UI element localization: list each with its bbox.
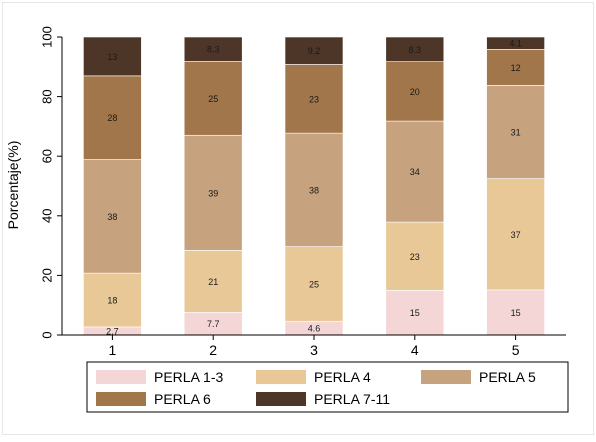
bar-segment: [83, 36, 142, 77]
legend-label: PERLA 7-11: [314, 391, 390, 407]
bar-segment: [83, 159, 142, 274]
data-labels-layer: 2.7 18 38 28 13 7.7 21 39 25 8.3 4.6 25 38 23 9.2 15 23 3…: [106, 39, 522, 337]
bar-value-label: 38: [107, 212, 117, 222]
legend-label: PERLA 4: [314, 369, 371, 385]
y-tick-label: 40: [39, 209, 54, 223]
bar-segment: [486, 289, 545, 336]
legend-swatch: [421, 370, 471, 384]
legend-label: PERLA 5: [479, 369, 536, 385]
bar-value-label: 7.7: [207, 319, 220, 329]
bar-value-label: 37: [511, 230, 521, 240]
bar-segment: [83, 272, 142, 328]
legend-swatch: [96, 392, 146, 406]
bar-value-label: 21: [208, 277, 218, 287]
bar-value-label: 28: [107, 113, 117, 123]
bar-value-label: 13: [107, 52, 117, 62]
bar-segment: [183, 134, 243, 251]
legend-swatch: [256, 392, 306, 406]
bar-value-label: 23: [410, 252, 420, 262]
bar-value-label: 2.7: [106, 326, 119, 336]
bar-segment: [284, 36, 344, 65]
x-tick-label: 2: [209, 342, 217, 358]
bar-value-label: 39: [208, 188, 218, 198]
bar-segment: [284, 64, 344, 134]
bar-value-label: 18: [107, 296, 117, 306]
legend-swatch: [256, 370, 306, 384]
bar-segment: [183, 36, 243, 62]
bar-segment: [284, 132, 344, 247]
bars-layer: [83, 36, 545, 336]
bar-segment: [385, 120, 445, 223]
bar-value-label: 8.3: [207, 45, 220, 55]
y-tick-label: 80: [39, 89, 54, 103]
y-tick-label: 60: [39, 149, 54, 163]
y-tick-label: 20: [39, 268, 54, 282]
bar-segment: [486, 178, 545, 291]
bar-value-label: 25: [309, 279, 319, 289]
y-tick-label: 0: [39, 331, 54, 338]
legend: PERLA 1-3 PERLA 4 PERLA 5 PERLA 6 PERLA 7-11: [86, 361, 569, 413]
bar-value-label: 34: [410, 167, 420, 177]
legend-swatch: [96, 370, 146, 384]
bar-segment: [385, 36, 445, 62]
bar-segment: [486, 49, 545, 86]
bar-value-label: 12: [511, 63, 521, 73]
y-tick-label: 100: [39, 26, 54, 48]
bar-value-label: 4.1: [509, 39, 522, 49]
bar-value-label: 20: [410, 87, 420, 97]
bar-value-label: 8.3: [409, 45, 422, 55]
bar-value-label: 38: [309, 185, 319, 195]
legend-box: [86, 361, 569, 413]
bar-value-label: 15: [511, 308, 521, 318]
legend-label: PERLA 6: [154, 391, 211, 407]
bar-segment: [385, 221, 445, 291]
legend-label: PERLA 1-3: [154, 369, 223, 385]
x-tick-label: 3: [310, 342, 318, 358]
x-tick-label: 1: [109, 342, 117, 358]
bar-segment: [486, 85, 545, 179]
bar-segment: [83, 75, 142, 160]
bar-value-label: 25: [208, 94, 218, 104]
bar-value-label: 23: [309, 94, 319, 104]
bar-segment: [183, 250, 243, 313]
bar-value-label: 15: [410, 308, 420, 318]
x-tick-label: 5: [512, 342, 520, 358]
x-tick-label: 4: [411, 342, 419, 358]
bar-segment: [385, 61, 445, 122]
bar-value-label: 4.6: [308, 324, 321, 334]
bar-value-label: 31: [511, 128, 521, 138]
bar-value-label: 9.2: [308, 46, 321, 56]
bar-segment: [486, 36, 545, 50]
y-axis-title: Porcentaje(%): [5, 141, 21, 230]
